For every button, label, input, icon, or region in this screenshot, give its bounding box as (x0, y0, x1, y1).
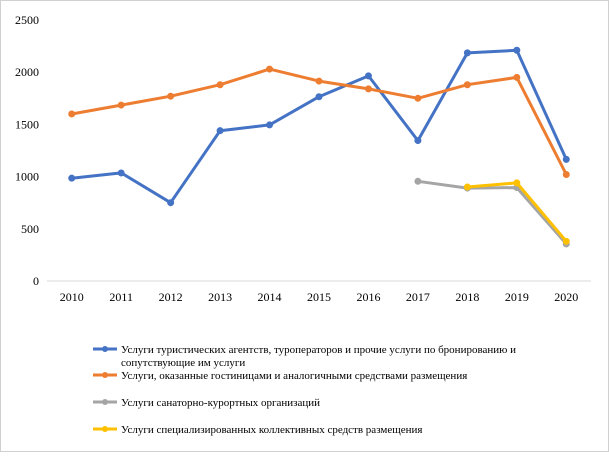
x-tick-label: 2012 (159, 290, 183, 304)
data-point (463, 81, 471, 89)
series-3 (414, 177, 570, 248)
series-layer (68, 46, 570, 248)
x-tick-label: 2014 (258, 290, 282, 304)
x-tick-label: 2016 (356, 290, 380, 304)
data-point (167, 199, 175, 207)
legend-swatch-marker (102, 426, 108, 432)
legend-label: Услуги, оказанные гостиницами и аналогич… (121, 370, 467, 382)
series-2 (68, 65, 570, 179)
data-point (463, 49, 471, 57)
data-point (463, 183, 471, 191)
data-point (216, 127, 224, 135)
data-point (562, 237, 570, 245)
series-line (70, 67, 568, 176)
x-tick-label: 2017 (406, 290, 430, 304)
data-point (364, 72, 372, 80)
legend-swatch-marker (102, 399, 108, 405)
x-tick-label: 2011 (109, 290, 133, 304)
data-point (68, 110, 76, 118)
legend-label: Услуги санаторно-курортных организаций (121, 397, 320, 409)
legend-label: Услуги специализированных коллективных с… (121, 424, 422, 436)
data-point (513, 73, 521, 81)
data-point (315, 93, 323, 101)
y-tick-label: 500 (21, 222, 39, 236)
x-tick-label: 2015 (307, 290, 331, 304)
series-4 (463, 179, 570, 245)
series-line (416, 179, 568, 246)
data-point (414, 94, 422, 102)
data-point (562, 171, 570, 179)
y-tick-label: 2500 (15, 13, 39, 27)
legend-item-1: Услуги туристических агентств, туроперат… (93, 344, 516, 369)
data-point (216, 81, 224, 89)
data-point (414, 137, 422, 145)
x-tick-label: 2019 (505, 290, 529, 304)
legend-label: сопутствующие им услуги (121, 357, 245, 369)
legend-swatch-marker (102, 346, 108, 352)
x-tick-label: 2010 (60, 290, 84, 304)
legend: Услуги туристических агентств, туроперат… (93, 344, 516, 436)
x-tick-label: 2018 (455, 290, 479, 304)
axis-layer: 0 500 1000 1500 2000 2500 2010 2011 2012 2013 2014… (15, 13, 591, 304)
y-tick-label: 1500 (15, 117, 39, 131)
legend-item-4: Услуги специализированных коллективных с… (93, 424, 422, 436)
data-point (562, 155, 570, 163)
y-tick-label: 2000 (15, 65, 39, 79)
data-point (167, 92, 175, 100)
series-line (465, 181, 568, 243)
legend-item-3: Услуги санаторно-курортных организаций (93, 397, 320, 409)
data-point (117, 169, 125, 177)
y-tick-label: 1000 (15, 170, 39, 184)
data-point (414, 177, 422, 185)
legend-item-2: Услуги, оказанные гостиницами и аналогич… (93, 370, 467, 382)
data-point (364, 85, 372, 93)
data-point (513, 179, 521, 187)
data-point (513, 46, 521, 54)
data-point (266, 65, 274, 73)
data-point (266, 121, 274, 129)
series-1 (68, 46, 570, 207)
data-point (68, 174, 76, 182)
series-line (70, 48, 568, 205)
data-point (315, 77, 323, 85)
legend-label: Услуги туристических агентств, туроперат… (121, 344, 516, 356)
data-point (117, 101, 125, 109)
x-tick-label: 2013 (208, 290, 232, 304)
x-tick-label: 2020 (554, 290, 578, 304)
y-tick-label: 0 (33, 274, 39, 288)
legend-swatch-marker (102, 372, 108, 378)
